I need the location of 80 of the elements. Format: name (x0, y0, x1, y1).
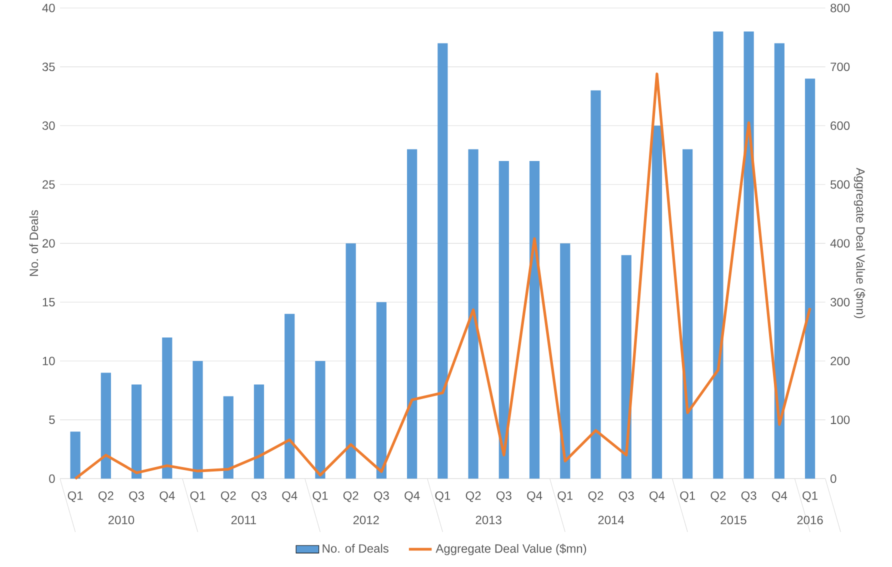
bar (70, 432, 80, 479)
y2-tick-label: 400 (830, 239, 850, 248)
text: 2012 (353, 516, 379, 524)
bar (315, 361, 326, 479)
x-tick-label: Q3 (618, 492, 634, 502)
bar (223, 396, 234, 479)
x-tick-label: Q1 (435, 492, 450, 502)
x-tick-label: Q2 (98, 492, 114, 502)
text: 2016 (797, 516, 823, 524)
legend-label: Aggregate Deal Value ($mn) (436, 544, 586, 556)
x-tick-label: Q3 (496, 492, 512, 502)
text: 2011 (231, 516, 256, 524)
bar (376, 302, 386, 479)
x-tick-label: Q4 (772, 492, 788, 502)
x-tick-label: Q4 (527, 492, 542, 502)
bar (284, 314, 295, 479)
text: 2015 (720, 516, 746, 524)
x-tick-label: Q3 (129, 492, 144, 502)
bar (100, 372, 111, 479)
bar (804, 78, 816, 479)
y-tick-label: 35 (42, 62, 55, 72)
bar (131, 384, 142, 479)
y-tick-label: 10 (42, 356, 55, 366)
y-tick-label: 40 (42, 4, 55, 12)
x-tick-label: Q1 (680, 492, 695, 502)
x-tick-label: Q2 (466, 492, 481, 502)
text: 2013 (476, 516, 502, 524)
y2-tick-label: 700 (830, 62, 850, 72)
y2-tick-label: 0 (830, 474, 836, 484)
y2-tick-label: 200 (830, 356, 850, 366)
y-tick-label: 20 (42, 239, 55, 248)
bar (529, 161, 540, 479)
y-tick-label: 15 (42, 298, 55, 307)
x-tick-label: Q4 (650, 492, 665, 502)
x-tick-label: Q1 (312, 492, 328, 502)
y2-tick-label: 300 (830, 298, 850, 307)
x-tick-label: Q2 (220, 492, 236, 502)
bar (468, 149, 478, 479)
bar (590, 90, 601, 479)
bar (192, 361, 203, 479)
y2-tick-label: 500 (830, 180, 850, 189)
bar (621, 255, 632, 479)
x-tick-label: Q3 (374, 492, 389, 502)
bar (346, 244, 356, 479)
x-tick-label: Q1 (68, 492, 83, 502)
y-tick-label: 0 (49, 474, 55, 484)
x-tick-label: Q2 (588, 492, 604, 502)
bar (162, 338, 172, 479)
bar (407, 149, 418, 479)
x-tick-label: Q3 (741, 492, 756, 502)
x-tick-label: Q4 (160, 492, 175, 502)
bar (713, 32, 724, 479)
legend-label: No. of Deals (322, 544, 388, 553)
x-tick-label: Q2 (710, 492, 726, 502)
y2-tick-label: 100 (830, 416, 850, 424)
y2-tick-label: 800 (830, 4, 850, 12)
bar (744, 32, 754, 479)
x-tick-label: Q2 (343, 492, 358, 502)
y-tick-label: 5 (49, 416, 55, 424)
bar (774, 43, 784, 479)
x-tick-label: Q1 (190, 492, 206, 502)
bar (498, 161, 509, 479)
bar (560, 244, 570, 479)
y2-tick-label: 600 (830, 122, 850, 130)
bar (682, 149, 693, 479)
x-tick-label: Q1 (558, 492, 573, 502)
y2-axis-title: Aggregate Deal Value ($mn) (854, 168, 866, 318)
text: 2014 (598, 516, 624, 524)
y-tick-label: 30 (42, 122, 55, 130)
bar (438, 43, 448, 479)
x-tick-label: Q3 (252, 492, 266, 502)
line-series (74, 72, 812, 480)
text: 2010 (108, 516, 134, 524)
y-tick-label: 25 (42, 180, 55, 189)
y-axis-title: No. of Deals (29, 210, 38, 276)
x-tick-label: Q4 (282, 492, 298, 502)
x-tick-label: Q1 (802, 492, 818, 502)
bar (652, 126, 662, 479)
bar (254, 384, 264, 479)
x-tick-label: Q4 (404, 492, 420, 502)
